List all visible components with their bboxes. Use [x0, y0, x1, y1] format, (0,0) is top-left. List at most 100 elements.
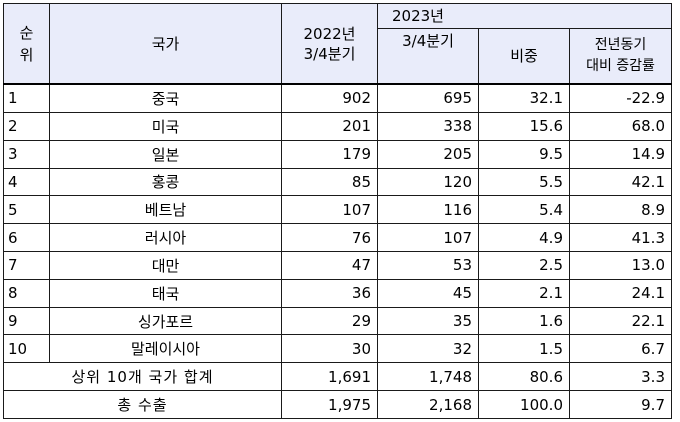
- header-rank: 순 위: [3, 3, 50, 85]
- cell-2022: 201: [281, 111, 378, 141]
- cell-rank: 6: [3, 223, 50, 252]
- total-2022: 1,975: [281, 390, 378, 419]
- cell-country: 중국: [49, 82, 282, 113]
- table-row: 8 태국 36 45 2.1 24.1: [3, 278, 672, 308]
- header-rank-line2: 위: [19, 45, 34, 64]
- header-2023-group: 2023년: [377, 3, 672, 29]
- header-yoy: 전년동기 대비 증감률: [569, 28, 672, 85]
- cell-2023: 53: [377, 251, 479, 280]
- cell-share: 1.5: [478, 334, 570, 364]
- header-country: 국가: [49, 3, 282, 85]
- cell-2022: 107: [281, 195, 378, 225]
- cell-2022: 76: [281, 223, 378, 252]
- table-row: 5 베트남 107 116 5.4 8.9: [3, 195, 672, 225]
- cell-share: 15.6: [478, 111, 570, 141]
- total-label: 총 수출: [3, 390, 282, 419]
- cell-rank: 9: [3, 306, 50, 336]
- cell-yoy: 13.0: [569, 251, 672, 280]
- header-2022-q3: 2022년 3/4분기: [281, 3, 378, 85]
- header-yoy-line2: 대비 증감률: [586, 58, 655, 74]
- cell-share: 2.5: [478, 251, 570, 280]
- cell-2023: 338: [377, 111, 479, 141]
- cell-share: 5.5: [478, 167, 570, 197]
- table-body: 1 중국 902 695 32.1 -22.9 2 미국 201 338 15.…: [3, 82, 672, 419]
- subtotal-2022: 1,691: [281, 362, 378, 392]
- cell-rank: 2: [3, 111, 50, 141]
- cell-2022: 179: [281, 139, 378, 169]
- cell-country: 미국: [49, 111, 282, 141]
- table-row: 6 러시아 76 107 4.9 41.3: [3, 223, 672, 252]
- header-2022-line1: 2022년: [303, 24, 356, 43]
- header-share: 비중: [478, 28, 570, 85]
- cell-2022: 36: [281, 278, 378, 308]
- total-2023: 2,168: [377, 390, 479, 419]
- cell-2022: 29: [281, 306, 378, 336]
- cell-2022: 902: [281, 82, 378, 113]
- cell-rank: 1: [3, 82, 50, 113]
- cell-2023: 120: [377, 167, 479, 197]
- cell-yoy: 24.1: [569, 278, 672, 308]
- table-row: 1 중국 902 695 32.1 -22.9: [3, 82, 672, 113]
- cell-2023: 45: [377, 278, 479, 308]
- cell-country: 러시아: [49, 223, 282, 252]
- cell-country: 말레이시아: [49, 334, 282, 364]
- cell-yoy: 8.9: [569, 195, 672, 225]
- table-row: 7 대만 47 53 2.5 13.0: [3, 251, 672, 280]
- cell-country: 싱가포르: [49, 306, 282, 336]
- cell-2023: 107: [377, 223, 479, 252]
- table-row: 3 일본 179 205 9.5 14.9: [3, 139, 672, 169]
- cell-rank: 5: [3, 195, 50, 225]
- cell-yoy: 68.0: [569, 111, 672, 141]
- header-rank-line1: 순: [19, 23, 34, 42]
- header-2023-q3: 3/4분기: [377, 28, 479, 85]
- cell-yoy: 22.1: [569, 306, 672, 336]
- cell-rank: 10: [3, 334, 50, 364]
- cell-country: 홍콩: [49, 167, 282, 197]
- cell-2022: 47: [281, 251, 378, 280]
- table-row: 2 미국 201 338 15.6 68.0: [3, 111, 672, 141]
- cell-country: 대만: [49, 251, 282, 280]
- cell-rank: 8: [3, 278, 50, 308]
- table-row: 10 말레이시아 30 32 1.5 6.7: [3, 334, 672, 364]
- cell-share: 5.4: [478, 195, 570, 225]
- cell-yoy: 42.1: [569, 167, 672, 197]
- cell-2023: 205: [377, 139, 479, 169]
- table-header: 순 위 국가 2022년 3/4분기 2023년 3/4분기 비중 전년동기 대…: [3, 3, 672, 85]
- cell-share: 4.9: [478, 223, 570, 252]
- table-row: 9 싱가포르 29 35 1.6 22.1: [3, 306, 672, 336]
- cell-rank: 3: [3, 139, 50, 169]
- cell-2023: 695: [377, 82, 479, 113]
- cell-share: 1.6: [478, 306, 570, 336]
- cell-rank: 4: [3, 167, 50, 197]
- cell-yoy: -22.9: [569, 82, 672, 113]
- subtotal-yoy: 3.3: [569, 362, 672, 392]
- total-share: 100.0: [478, 390, 570, 419]
- cell-yoy: 41.3: [569, 223, 672, 252]
- cell-country: 일본: [49, 139, 282, 169]
- cell-share: 2.1: [478, 278, 570, 308]
- header-yoy-line1: 전년동기: [594, 37, 647, 53]
- cell-2023: 32: [377, 334, 479, 364]
- header-2022-line2: 3/4분기: [303, 44, 356, 63]
- subtotal-row: 상위 10개 국가 합계 1,691 1,748 80.6 3.3: [3, 362, 672, 392]
- cell-rank: 7: [3, 251, 50, 280]
- cell-yoy: 6.7: [569, 334, 672, 364]
- total-row: 총 수출 1,975 2,168 100.0 9.7: [3, 390, 672, 419]
- cell-2023: 35: [377, 306, 479, 336]
- header-2023-line1: 2023년: [392, 7, 444, 25]
- export-by-country-table: 순 위 국가 2022년 3/4분기 2023년 3/4분기 비중 전년동기 대…: [3, 3, 672, 419]
- total-yoy: 9.7: [569, 390, 672, 419]
- cell-country: 태국: [49, 278, 282, 308]
- table-row: 4 홍콩 85 120 5.5 42.1: [3, 167, 672, 197]
- cell-2023: 116: [377, 195, 479, 225]
- header-2023-line2: 3/4분기: [402, 32, 454, 50]
- subtotal-label: 상위 10개 국가 합계: [3, 362, 282, 392]
- cell-share: 9.5: [478, 139, 570, 169]
- cell-share: 32.1: [478, 82, 570, 113]
- subtotal-share: 80.6: [478, 362, 570, 392]
- subtotal-2023: 1,748: [377, 362, 479, 392]
- cell-2022: 30: [281, 334, 378, 364]
- cell-yoy: 14.9: [569, 139, 672, 169]
- cell-country: 베트남: [49, 195, 282, 225]
